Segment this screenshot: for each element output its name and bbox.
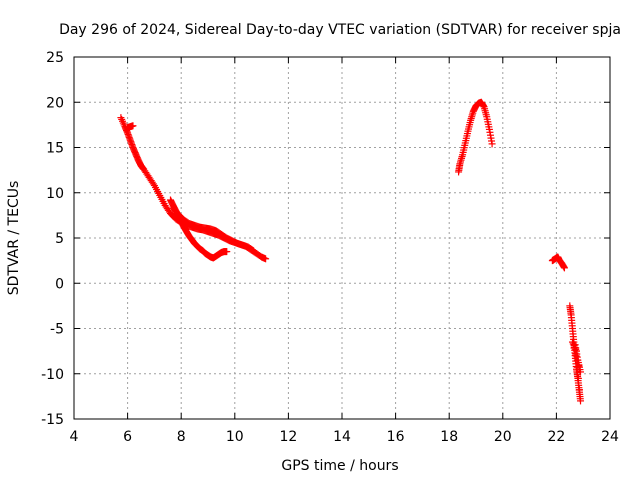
data-point	[129, 122, 137, 130]
x-tick-label: 14	[333, 429, 351, 445]
x-axis-label: GPS time / hours	[281, 458, 398, 474]
data-point	[575, 386, 583, 394]
plot-frame	[73, 56, 611, 420]
chart-title: Day 296 of 2024, Sidereal Day-to-day VTE…	[59, 22, 621, 38]
x-tick-labels: 4 6 8 10 12 14 16 18 20 22 24	[70, 429, 619, 445]
y-tick-label: 0	[55, 276, 64, 292]
y-tick-label: 25	[46, 50, 64, 66]
grid-lines	[74, 57, 610, 419]
x-tick-label: 20	[494, 429, 512, 445]
data-point	[574, 374, 582, 382]
data-point	[573, 347, 580, 355]
data-point	[223, 248, 231, 256]
y-tick-label: -15	[41, 412, 64, 428]
y-tick-label: 20	[46, 95, 64, 111]
data-point	[149, 180, 157, 188]
data-points	[117, 98, 585, 405]
y-tick-labels: -15 -10 -5 0 5 10 15 20 25	[41, 50, 64, 428]
y-tick-label: 5	[55, 231, 64, 247]
x-tick-label: 18	[440, 429, 458, 445]
data-point	[262, 255, 270, 263]
y-axis-label: SDTVAR / TECUs	[6, 181, 22, 296]
data-point	[577, 397, 585, 405]
x-tick-label: 16	[387, 429, 405, 445]
y-tick-label: 10	[46, 186, 64, 202]
x-tick-label: 6	[123, 429, 132, 445]
y-tick-label: -10	[41, 367, 64, 383]
data-point	[575, 362, 583, 370]
data-point	[488, 140, 496, 148]
y-tick-label: 15	[46, 141, 64, 157]
data-point	[577, 368, 585, 376]
data-point	[560, 264, 568, 272]
y-tick-label: -5	[50, 322, 64, 338]
x-tick-label: 4	[70, 429, 79, 445]
x-tick-label: 8	[177, 429, 186, 445]
x-tick-label: 24	[601, 429, 619, 445]
x-tick-label: 12	[279, 429, 297, 445]
data-point	[248, 246, 256, 254]
data-point	[573, 356, 581, 364]
x-tick-label: 10	[226, 429, 244, 445]
data-point	[250, 247, 258, 255]
x-tick-label: 22	[547, 429, 565, 445]
